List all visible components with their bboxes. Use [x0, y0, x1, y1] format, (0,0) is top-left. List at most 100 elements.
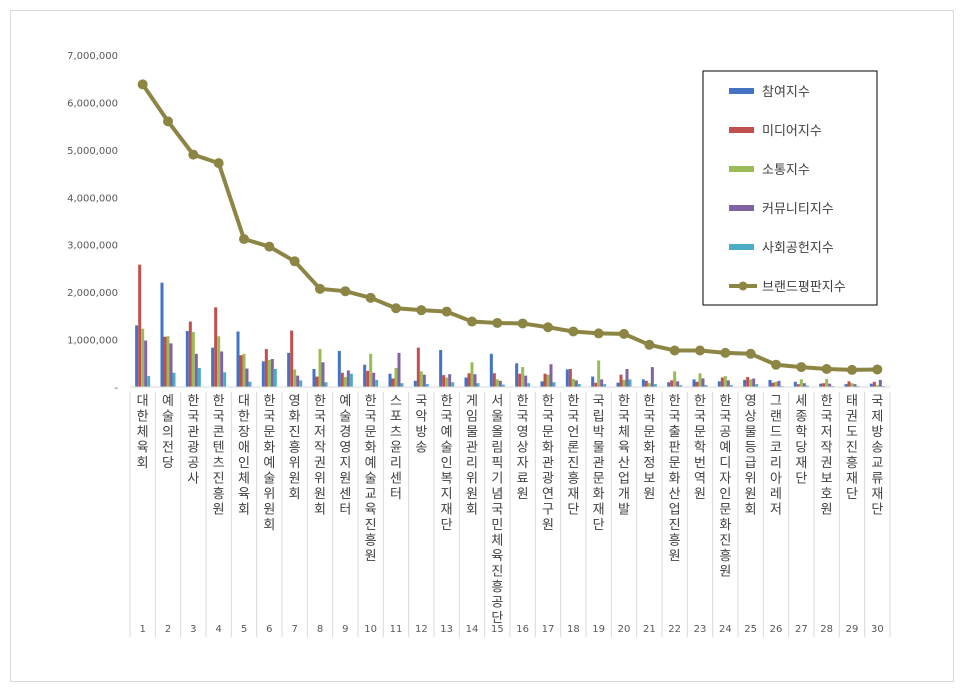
bar-참여지수 — [515, 363, 519, 387]
bar-사회공헌지수 — [451, 382, 455, 387]
bars — [135, 264, 885, 387]
bar-참여지수 — [616, 382, 620, 387]
bar-소통지수 — [546, 374, 550, 387]
legend-swatch-marker — [738, 281, 748, 291]
bar-참여지수 — [793, 381, 797, 387]
bar-참여지수 — [185, 331, 189, 387]
line-point — [239, 234, 249, 245]
bar-참여지수 — [236, 331, 240, 387]
bar-커뮤니티지수 — [296, 375, 300, 387]
rank-label: 22 — [668, 624, 681, 635]
bar-미디어지수 — [796, 384, 800, 387]
bar-미디어지수 — [746, 377, 750, 387]
rank-label: 17 — [542, 624, 555, 635]
bar-소통지수 — [470, 362, 474, 387]
y-tick-label: 2,000,000 — [67, 288, 118, 299]
bar-커뮤니티지수 — [321, 362, 325, 387]
bar-커뮤니티지수 — [600, 379, 604, 387]
rank-label: 2 — [165, 624, 171, 635]
bar-참여지수 — [363, 364, 367, 387]
bar-커뮤니티지수 — [422, 374, 426, 387]
bar-참여지수 — [160, 282, 164, 387]
rank-label: 8 — [317, 624, 323, 635]
bar-미디어지수 — [315, 376, 319, 387]
line-point — [391, 303, 401, 314]
bar-소통지수 — [394, 368, 398, 387]
bar-사회공헌지수 — [172, 372, 176, 387]
bar-소통지수 — [267, 359, 271, 387]
y-tick-label: 7,000,000 — [67, 51, 118, 62]
x-axis: 대 한 체 육 회 1 예 술 의 전 당 2 한 국 관 광 공 사 3 한 국 콘 텐 츠 진 흥 원 4 대 한 장 애 인 체 육 회 5 한 국 문… — [129, 386, 891, 637]
bar-소통지수 — [521, 367, 525, 387]
bar-커뮤니티지수 — [549, 364, 553, 387]
line-point — [695, 345, 705, 356]
line-point — [340, 286, 351, 297]
bar-참여지수 — [565, 369, 569, 387]
legend-entry: 소통지수 — [762, 163, 810, 178]
line-point — [213, 158, 224, 169]
bar-미디어지수 — [416, 347, 420, 387]
bar-소통지수 — [647, 383, 651, 387]
bar-소통지수 — [850, 383, 854, 387]
bar-미디어지수 — [290, 330, 294, 387]
bar-커뮤니티지수 — [498, 380, 502, 387]
bar-소통지수 — [597, 360, 601, 387]
bar-커뮤니티지수 — [726, 380, 730, 387]
bar-미디어지수 — [518, 373, 522, 387]
bar-사회공헌지수 — [603, 384, 607, 387]
bar-참여지수 — [819, 383, 823, 387]
legend-swatch — [729, 205, 754, 211]
rank-label: 19 — [592, 624, 605, 635]
bar-미디어지수 — [264, 349, 268, 387]
bar-소통지수 — [217, 336, 221, 387]
line-point — [416, 305, 427, 316]
line-point — [847, 364, 857, 375]
rank-label: 12 — [415, 624, 428, 635]
bar-커뮤니티지수 — [169, 343, 173, 387]
bar-소통지수 — [191, 331, 195, 387]
bar-참여지수 — [287, 352, 291, 387]
bar-소통지수 — [343, 377, 347, 387]
bar-사회공헌지수 — [679, 385, 683, 387]
bar-미디어지수 — [619, 374, 623, 387]
bar-참여지수 — [743, 379, 747, 387]
bar-미디어지수 — [340, 372, 344, 387]
y-tick-label: 1,000,000 — [67, 336, 118, 347]
bar-커뮤니티지수 — [524, 375, 528, 387]
legend-entry: 미디어지수 — [762, 124, 822, 139]
line-point — [543, 322, 553, 333]
bar-참여지수 — [312, 368, 316, 387]
line-point — [796, 362, 807, 373]
legend-swatch — [729, 244, 754, 250]
bar-커뮤니티지수 — [144, 340, 148, 387]
line-point — [137, 79, 148, 90]
legend-swatch — [729, 88, 754, 94]
bar-사회공헌지수 — [324, 382, 328, 387]
bar-사회공헌지수 — [729, 385, 733, 387]
bar-소통지수 — [141, 328, 145, 387]
bar-미디어지수 — [568, 368, 572, 387]
bar-미디어지수 — [822, 383, 826, 387]
line-point — [644, 339, 655, 350]
bar-참여지수 — [388, 373, 392, 387]
y-tick-label: 6,000,000 — [67, 98, 118, 109]
bar-소통지수 — [723, 376, 727, 387]
line-point — [188, 149, 199, 160]
bar-사회공헌지수 — [299, 380, 303, 387]
bar-소통지수 — [622, 379, 626, 387]
bar-소통지수 — [445, 377, 449, 387]
bar-미디어지수 — [163, 336, 167, 387]
bar-미디어지수 — [644, 380, 648, 387]
rank-label: 23 — [694, 624, 707, 635]
bar-미디어지수 — [492, 373, 496, 387]
chart-frame — [10, 10, 954, 682]
bar-소통지수 — [495, 379, 499, 387]
